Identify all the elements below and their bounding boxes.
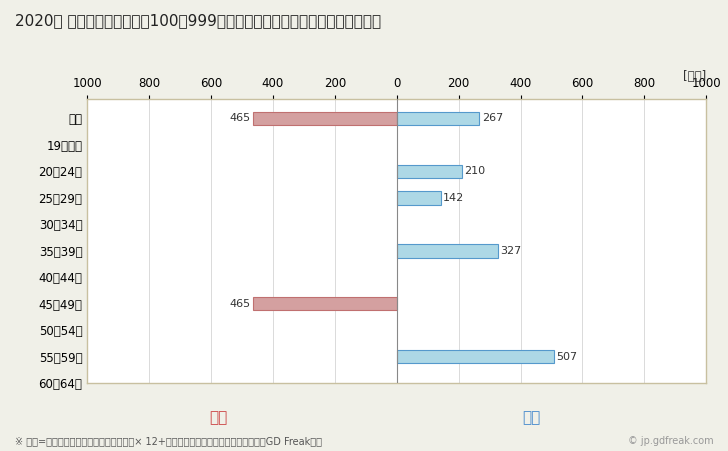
Bar xyxy=(397,165,462,178)
Text: 507: 507 xyxy=(556,352,577,362)
Text: 女性: 女性 xyxy=(209,410,228,425)
Text: 465: 465 xyxy=(229,114,250,124)
Text: ※ 年収=「きまって支給する現金給与額」× 12+「年間賞与その他特別給与額」としてGD Freak推計: ※ 年収=「きまって支給する現金給与額」× 12+「年間賞与その他特別給与額」と… xyxy=(15,437,322,446)
Text: 267: 267 xyxy=(482,114,503,124)
Bar xyxy=(397,112,479,125)
Text: [万円]: [万円] xyxy=(683,70,706,83)
Text: © jp.gdfreak.com: © jp.gdfreak.com xyxy=(628,437,713,446)
Text: 210: 210 xyxy=(464,166,486,176)
Text: 465: 465 xyxy=(229,299,250,309)
Text: 327: 327 xyxy=(500,246,522,256)
Text: 142: 142 xyxy=(443,193,464,203)
Bar xyxy=(253,112,397,125)
Text: 男性: 男性 xyxy=(522,410,541,425)
Bar xyxy=(397,350,553,364)
Bar xyxy=(397,191,440,204)
Text: 2020年 民間企業（従業者数100～999人）フルタイム労働者の男女別平均年収: 2020年 民間企業（従業者数100～999人）フルタイム労働者の男女別平均年収 xyxy=(15,14,381,28)
Bar xyxy=(397,244,498,258)
Bar xyxy=(253,297,397,310)
